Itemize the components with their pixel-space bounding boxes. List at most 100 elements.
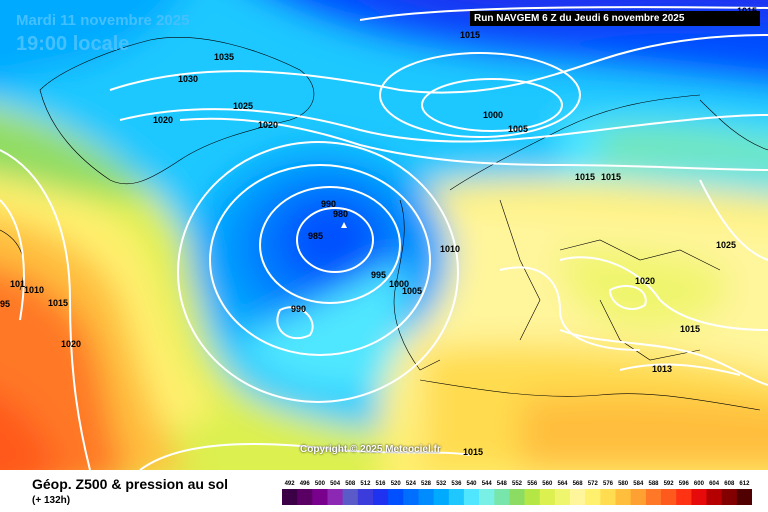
isobar-label: 1030 [178, 74, 198, 84]
footer-title: Géop. Z500 & pression au sol [32, 476, 229, 492]
isobar-label: 995 [371, 270, 386, 280]
scale-swatch [494, 489, 510, 505]
scale-tick-label: 612 [739, 481, 750, 487]
run-banner: Run NAVGEM 6 Z du Jeudi 6 novembre 2025 [470, 11, 760, 26]
scale-tick-label: 572 [588, 481, 599, 487]
scale-tick-label: 524 [406, 481, 417, 487]
scale-swatch [691, 489, 707, 505]
scale-swatch [585, 489, 601, 505]
isobar-label: 1015 [48, 298, 68, 308]
scale-swatch [357, 489, 374, 505]
isobar-label: 1025 [716, 240, 736, 250]
isobar-label: 1020 [635, 276, 655, 286]
isobar-label: 1000 [389, 279, 409, 289]
local-time: 19:00 locale [16, 33, 130, 55]
color-scale: 492 496 500 504 508 512 516 520 524 528 532 536 540 5… [282, 481, 752, 505]
scale-swatch [676, 489, 692, 505]
scale-tick-label: 568 [573, 481, 584, 487]
scale-swatch [388, 489, 404, 505]
geopotential-field [0, 0, 768, 470]
scale-tick-label: 592 [664, 481, 675, 487]
scale-tick-label: 532 [436, 481, 447, 487]
scale-swatch [327, 489, 343, 505]
scale-swatch [509, 489, 525, 505]
scale-swatch [706, 489, 722, 505]
isobar-labels: 1035 1030 1025 1020 1020 1015 1000 1005 … [0, 6, 757, 457]
lead-time: (+ 132h) [32, 495, 71, 506]
scale-tick-label: 608 [724, 481, 735, 487]
isobar-label: 1010 [440, 244, 460, 254]
isobar-label: 980 [333, 209, 348, 219]
isobar-label: 95 [0, 299, 10, 309]
scale-swatch [479, 489, 495, 505]
scale-tick-label: 516 [375, 481, 386, 487]
scale-swatch [554, 489, 571, 505]
scale-swatch [736, 489, 752, 505]
scale-swatch [312, 489, 328, 505]
scale-tick-label: 508 [345, 481, 356, 487]
scale-tick-label: 548 [497, 481, 508, 487]
scale-swatch [645, 489, 662, 505]
scale-tick-label: 596 [679, 481, 690, 487]
scale-tick-label: 552 [512, 481, 523, 487]
scale-swatch [630, 489, 647, 505]
scale-tick-label: 588 [648, 481, 659, 487]
isobar-label: 1013 [652, 364, 672, 374]
scale-tick-label: 520 [391, 481, 402, 487]
scale-swatch [615, 489, 631, 505]
scale-tick-label: 580 [618, 481, 629, 487]
isobar-label: 1005 [402, 286, 422, 296]
isobar-label: 1015 [575, 172, 595, 182]
scale-tick-label: 536 [451, 481, 462, 487]
scale-tick-label: 556 [527, 481, 538, 487]
isobar-label: 1000 [483, 110, 503, 120]
isobar-label: 1020 [61, 339, 81, 349]
isobars [0, 6, 768, 470]
scale-tick-label: 500 [315, 481, 326, 487]
scale-swatch [570, 489, 586, 505]
isobar-label: 1010 [24, 285, 44, 295]
isobar-label: 1020 [258, 120, 278, 130]
scale-swatch [721, 489, 738, 505]
scale-swatch [463, 489, 480, 505]
scale-tick-label: 544 [482, 481, 493, 487]
scale-swatch [600, 489, 616, 505]
scale-tick-label: 492 [285, 481, 296, 487]
low-pressure-marker [341, 222, 347, 228]
scale-tick-label: 540 [466, 481, 477, 487]
isobar-label: 1035 [214, 52, 234, 62]
scale-tick-label: 584 [633, 481, 644, 487]
scale-tick-label: 560 [542, 481, 553, 487]
weather-map: 1035 1030 1025 1020 1020 1015 1000 1005 … [0, 0, 768, 470]
scale-swatch [524, 489, 541, 505]
isobar-label: 990 [291, 304, 306, 314]
scale-swatch [418, 489, 434, 505]
scale-swatch [282, 489, 298, 505]
scale-swatch [342, 489, 359, 505]
scale-tick-label: 512 [360, 481, 371, 487]
scale-tick-label: 600 [694, 481, 705, 487]
scale-tick-label: 564 [557, 481, 568, 487]
footer-panel: Géop. Z500 & pression au sol (+ 132h) 49… [0, 470, 768, 512]
isobar-label: 1025 [233, 101, 253, 111]
valid-date: Mardi 11 novembre 2025 [16, 12, 190, 29]
isobar-label: 1015 [601, 172, 621, 182]
isobar-label: 990 [321, 199, 336, 209]
isobar-label: 101 [10, 279, 25, 289]
scale-swatch [373, 489, 389, 505]
isobar-label: 1020 [153, 115, 173, 125]
scale-swatch [403, 489, 419, 505]
scale-tick-label: 576 [603, 481, 614, 487]
isobar-label: 1015 [680, 324, 700, 334]
scale-tick-label: 504 [330, 481, 341, 487]
scale-tick-label: 496 [300, 481, 311, 487]
scale-swatch [448, 489, 465, 505]
scale-swatch [433, 489, 450, 505]
copyright-text: Copyright © 2025 Meteociel.fr [300, 444, 441, 455]
scale-tick-label: 528 [421, 481, 432, 487]
scale-swatch [539, 489, 556, 505]
isobar-label: 985 [308, 231, 323, 241]
scale-swatch [661, 489, 677, 505]
isobar-label: 1005 [508, 124, 528, 134]
